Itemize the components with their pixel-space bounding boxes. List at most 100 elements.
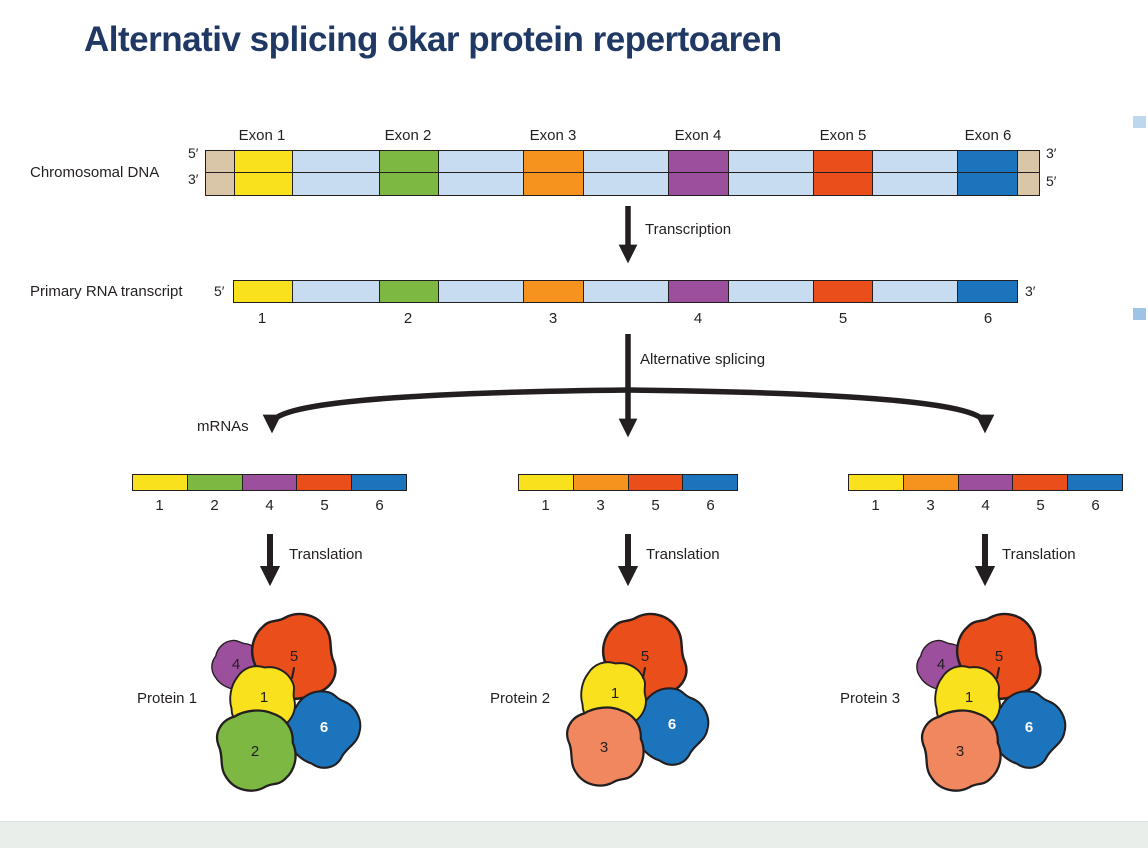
- splice-branch-right: [627, 387, 995, 434]
- mrna-1-numbers: 1 2 4 5 6: [132, 497, 407, 514]
- mrna-2-numbers: 1 3 5 6: [518, 497, 738, 514]
- rna-exon-2: [378, 281, 439, 302]
- rna-5prime: 5′: [214, 283, 225, 299]
- mrna1-num: 5: [320, 497, 329, 514]
- dna-intron: [583, 151, 668, 195]
- exon-label-6: Exon 6: [964, 127, 1012, 144]
- protein-1-label: Protein 1: [137, 690, 198, 707]
- rna-3prime: 3′: [1025, 283, 1036, 299]
- exon-label-4: Exon 4: [674, 127, 722, 144]
- mrna-3-bar: [848, 474, 1123, 491]
- rna-exon-number-5: 5: [838, 310, 848, 327]
- protein2-subunit6-number: 6: [668, 716, 676, 733]
- mrna3-exon-6: [1067, 475, 1122, 490]
- protein1-subunit1-number: 1: [260, 689, 268, 706]
- rna-intron: [438, 281, 524, 302]
- translation-label-3: Translation: [1002, 546, 1076, 563]
- protein-2-structure: 5 1 3 6: [562, 607, 713, 792]
- translation-label-1: Translation: [289, 546, 363, 563]
- mrna2-num: 5: [651, 497, 660, 514]
- mrna3-num: 1: [871, 497, 880, 514]
- protein3-fold-mark: [996, 667, 1000, 679]
- mrna3-num: 5: [1036, 497, 1045, 514]
- rna-intron: [291, 281, 379, 302]
- scrollbar-thumb[interactable]: [1133, 308, 1146, 320]
- exon-label-2: Exon 2: [384, 127, 432, 144]
- protein3-subunit1-number: 1: [965, 689, 973, 706]
- mrna-1-bar: [132, 474, 407, 491]
- rna-intron: [727, 281, 813, 302]
- dna-5prime-right: 5′: [1046, 173, 1057, 189]
- mrna3-num: 4: [981, 497, 990, 514]
- mrna3-exon-1: [849, 475, 903, 490]
- transcription-label: Transcription: [645, 221, 732, 238]
- mrna3-exon-4: [957, 475, 1013, 490]
- mrna3-num: 3: [926, 497, 935, 514]
- rna-exon-number-6: 6: [983, 310, 993, 327]
- mrna-3-numbers: 1 3 4 5 6: [848, 497, 1123, 514]
- protein-1-structure: 4 5 1 2 6: [204, 607, 365, 797]
- protein1-fold-mark: [291, 667, 295, 679]
- mrna2-exon-3: [572, 475, 628, 490]
- rna-exon-number-2: 2: [403, 310, 413, 327]
- dna-exon-5: [812, 151, 873, 195]
- protein1-subunit6-number: 6: [320, 719, 328, 736]
- rna-exon-number-1: 1: [257, 310, 267, 327]
- protein2-subunit3-number: 3: [600, 739, 608, 756]
- protein1-subunit5-number: 5: [290, 648, 298, 665]
- dna-exon-1: [233, 151, 292, 195]
- protein-2-label: Protein 2: [490, 690, 551, 707]
- protein2-subunit5-number: 5: [641, 648, 649, 665]
- dna-5prime-left: 5′: [188, 145, 199, 161]
- protein2-fold-mark: [642, 667, 646, 679]
- mrna2-exon-6: [682, 475, 737, 490]
- dna-3prime-right: 3′: [1046, 145, 1057, 161]
- mrna3-exon-5: [1012, 475, 1068, 490]
- scrollbar-fragment-top[interactable]: [1133, 116, 1146, 128]
- mrna1-exon-6: [351, 475, 406, 490]
- rna-exon-number-3: 3: [548, 310, 558, 327]
- protein1-subunit2-number: 2: [251, 743, 259, 760]
- rna-exon-1: [234, 281, 292, 302]
- rna-exon-number-4: 4: [693, 310, 703, 327]
- mrna1-num: 6: [375, 497, 384, 514]
- mrna1-exon-1: [133, 475, 187, 490]
- dna-intron: [291, 151, 379, 195]
- exon-label-3: Exon 3: [529, 127, 577, 144]
- mrna3-exon-3: [902, 475, 958, 490]
- primary-rna-label: Primary RNA transcript: [30, 283, 183, 300]
- chromosomal-dna-bar: [205, 150, 1040, 196]
- protein3-subunit6-number: 6: [1025, 719, 1033, 736]
- dna-exon-2: [378, 151, 439, 195]
- dna-end-segment: [1017, 151, 1040, 195]
- mrna1-exon-2: [186, 475, 242, 490]
- page-title: Alternativ splicing ökar protein reperto…: [84, 20, 782, 59]
- rna-exon-3: [523, 281, 584, 302]
- mrna2-exon-5: [627, 475, 683, 490]
- dna-3prime-left: 3′: [188, 171, 199, 187]
- rna-exon-4: [667, 281, 728, 302]
- mrna1-exon-4: [241, 475, 297, 490]
- alternative-splicing-label: Alternative splicing: [640, 351, 766, 368]
- protein3-subunit3-number: 3: [956, 743, 964, 760]
- mrna1-num: 2: [210, 497, 219, 514]
- rna-exon-5: [812, 281, 873, 302]
- mrna2-num: 3: [596, 497, 605, 514]
- viewer-footer-bar: [0, 821, 1148, 848]
- dna-exon-4: [667, 151, 728, 195]
- mrna3-num: 6: [1091, 497, 1100, 514]
- mrna2-exon-1: [519, 475, 573, 490]
- dna-intron: [438, 151, 524, 195]
- dna-intron: [872, 151, 958, 195]
- mrna1-num: 1: [155, 497, 164, 514]
- translation-label-2: Translation: [646, 546, 720, 563]
- rna-exon-6: [957, 281, 1017, 302]
- dna-intron: [727, 151, 813, 195]
- protein2-subunit1-number: 1: [611, 685, 619, 702]
- protein1-subunit4-number: 4: [232, 656, 240, 673]
- dna-exon-3: [523, 151, 584, 195]
- protein-3-label: Protein 3: [840, 690, 901, 707]
- mrnas-label: mRNAs: [197, 418, 249, 435]
- chromosomal-dna-label: Chromosomal DNA: [30, 164, 160, 181]
- dna-strand-divider: [205, 172, 1040, 173]
